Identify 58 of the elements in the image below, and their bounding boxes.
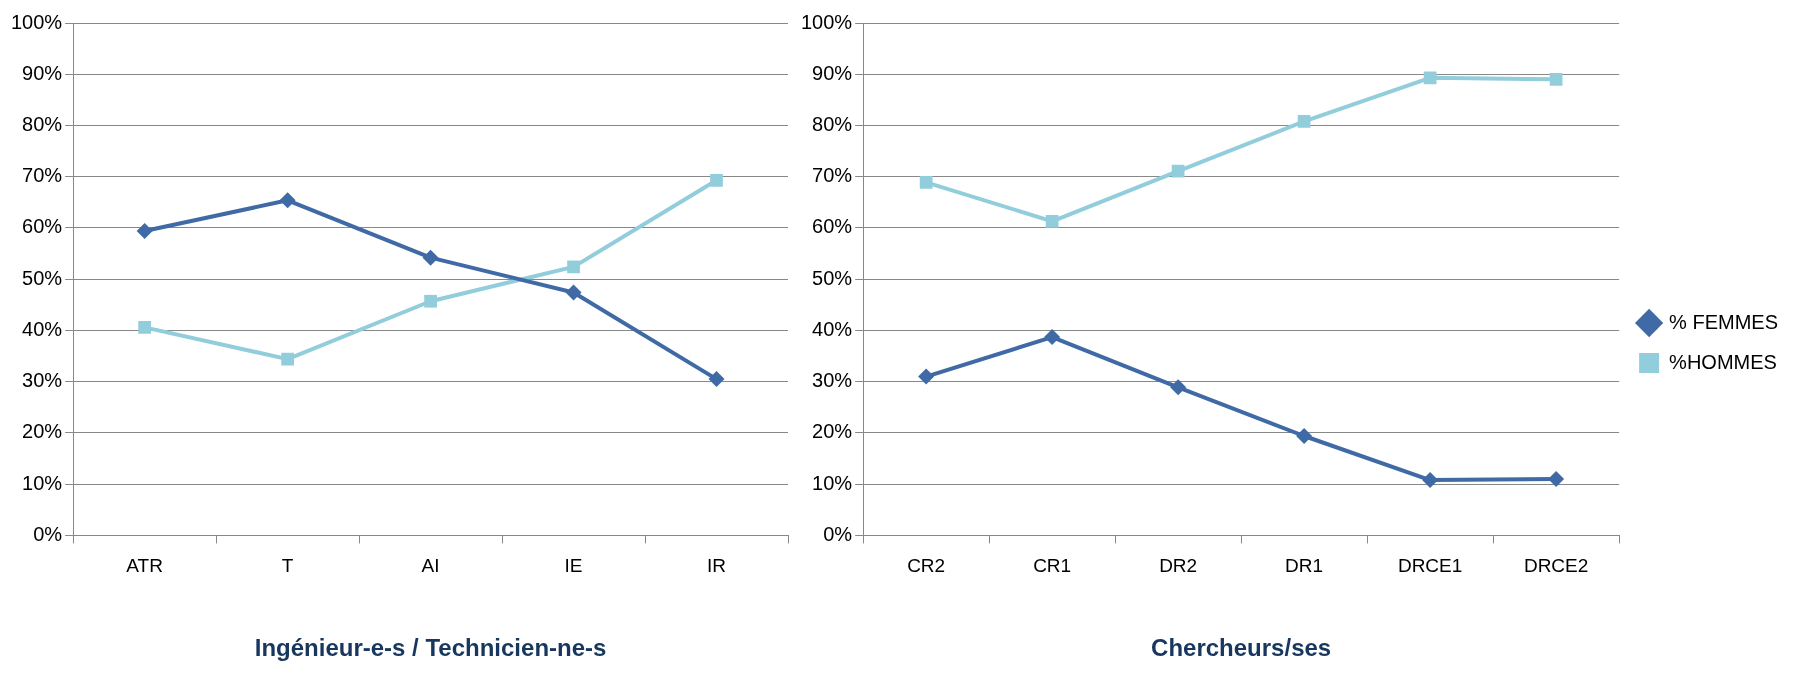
y-tick-label: 60% xyxy=(22,215,63,238)
x-tick-label: IR xyxy=(707,555,727,577)
x-tick-label: DR2 xyxy=(1159,555,1198,577)
point xyxy=(919,175,933,189)
point xyxy=(138,321,151,334)
point xyxy=(279,192,296,209)
y-tick-label: 100% xyxy=(11,10,63,33)
point xyxy=(1548,471,1565,488)
point xyxy=(1296,427,1313,444)
x-tick-label: CR1 xyxy=(1033,555,1072,577)
y-tick-label: 90% xyxy=(812,61,853,84)
y-tick-label: 30% xyxy=(22,369,63,392)
x-axis-title: Chercheurs/ses xyxy=(1151,634,1332,662)
point xyxy=(1044,329,1061,346)
point xyxy=(708,371,725,388)
y-tick-label: 90% xyxy=(22,61,63,84)
y-tick-label: 60% xyxy=(812,215,853,238)
point xyxy=(565,284,582,301)
point xyxy=(1422,472,1439,489)
point xyxy=(710,173,723,187)
point xyxy=(422,249,439,266)
point xyxy=(136,223,153,240)
point xyxy=(1045,214,1059,228)
x-tick-label: T xyxy=(281,555,294,577)
point xyxy=(424,294,437,308)
x-tick-label: DRCE1 xyxy=(1397,555,1463,577)
y-tick-label: 50% xyxy=(22,266,63,289)
y-tick-label: 20% xyxy=(812,420,853,443)
y-tick-label: 40% xyxy=(812,317,853,340)
x-tick-label: IE xyxy=(564,555,583,577)
x-tick-label: DRCE2 xyxy=(1523,555,1589,577)
point xyxy=(1170,379,1187,396)
y-tick-label: 0% xyxy=(823,522,853,545)
y-tick-label: 10% xyxy=(812,471,853,494)
y-tick-label: 80% xyxy=(22,113,63,135)
y-tick-label: 30% xyxy=(812,369,853,392)
point xyxy=(1549,73,1563,86)
y-tick-label: 70% xyxy=(22,164,63,187)
y-tick-label: 100% xyxy=(801,10,853,33)
y-tick-label: 0% xyxy=(33,522,63,545)
x-tick-label: CR2 xyxy=(907,555,946,577)
x-tick-label: ATR xyxy=(126,555,163,577)
point xyxy=(1297,115,1311,128)
point xyxy=(918,368,935,385)
point xyxy=(1423,71,1437,85)
x-tick-label: DR1 xyxy=(1285,555,1324,577)
y-tick-label: 20% xyxy=(22,420,63,443)
y-tick-label: 50% xyxy=(812,266,853,289)
y-tick-label: 40% xyxy=(22,317,63,340)
x-tick-label: AI xyxy=(421,555,440,577)
y-tick-label: 10% xyxy=(22,471,63,494)
legend-label: %HOMMES xyxy=(1669,350,1777,373)
point xyxy=(567,260,580,274)
point xyxy=(281,352,294,366)
y-tick-label: 70% xyxy=(812,164,853,187)
x-axis-title: Ingénieur-e-s / Technicien-ne-s xyxy=(254,634,607,662)
y-tick-label: 80% xyxy=(812,113,853,135)
legend-label: % FEMMES xyxy=(1669,310,1779,333)
